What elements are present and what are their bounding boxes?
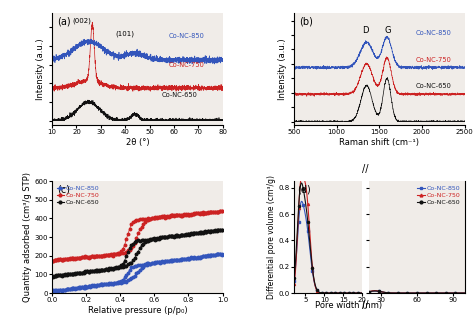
Y-axis label: Quantity adsorbed (cm³/g STP): Quantity adsorbed (cm³/g STP) <box>23 172 32 302</box>
Text: Co-NC-850: Co-NC-850 <box>416 30 452 36</box>
Text: (d): (d) <box>297 184 310 194</box>
Legend: Co-NC-850, Co-NC-750, Co-NC-650: Co-NC-850, Co-NC-750, Co-NC-650 <box>55 184 101 207</box>
Y-axis label: Differential pore volume (cm³/g): Differential pore volume (cm³/g) <box>267 175 276 299</box>
Text: Co-NC-750: Co-NC-750 <box>416 57 452 63</box>
Text: Co-NC-650: Co-NC-650 <box>162 92 198 98</box>
Text: (c): (c) <box>57 184 70 194</box>
X-axis label: Relative pressure (p/p₀): Relative pressure (p/p₀) <box>88 306 187 315</box>
Text: //: // <box>363 300 369 310</box>
X-axis label: Raman shift (cm⁻¹): Raman shift (cm⁻¹) <box>339 138 419 147</box>
Text: //: // <box>363 165 369 174</box>
Text: (002): (002) <box>72 18 91 24</box>
Legend: Co-NC-850, Co-NC-750, Co-NC-650: Co-NC-850, Co-NC-750, Co-NC-650 <box>416 184 461 207</box>
X-axis label: 2θ (°): 2θ (°) <box>126 138 149 147</box>
Text: Co-NC-850: Co-NC-850 <box>169 34 205 40</box>
Y-axis label: Intensity (a.u.): Intensity (a.u.) <box>36 38 45 100</box>
Y-axis label: Intensity (a.u.): Intensity (a.u.) <box>278 38 287 100</box>
Text: D: D <box>363 26 369 35</box>
Text: G: G <box>384 26 391 35</box>
Text: (a): (a) <box>57 17 71 27</box>
Text: (101): (101) <box>116 31 135 37</box>
Text: Co-NC-650: Co-NC-650 <box>416 83 452 89</box>
Text: (b): (b) <box>299 17 313 27</box>
Text: Pore width (nm): Pore width (nm) <box>315 301 382 310</box>
Text: Co-NC-750: Co-NC-750 <box>169 62 205 68</box>
